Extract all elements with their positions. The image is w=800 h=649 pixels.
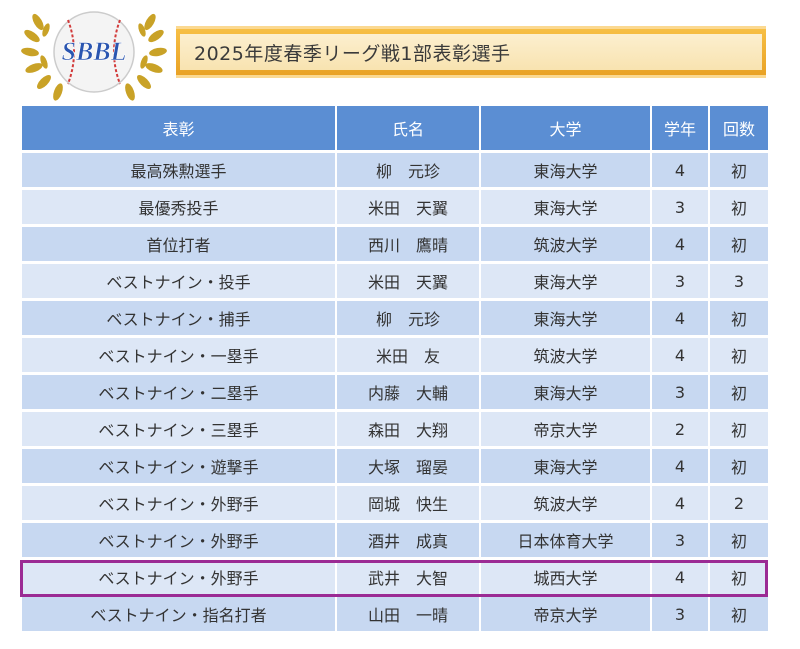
name-cell: 柳 元珍 bbox=[336, 298, 481, 337]
name-cell: 内藤 大輔 bbox=[336, 372, 481, 411]
award-cell: 首位打者 bbox=[22, 224, 337, 263]
award-cell: ベストナイン・投手 bbox=[22, 261, 337, 300]
table-row: ベストナイン・外野手 岡城 快生 筑波大学 4 2 bbox=[22, 483, 768, 522]
award-cell: 最優秀投手 bbox=[22, 187, 337, 226]
name-cell: 大塚 瑠晏 bbox=[336, 446, 481, 485]
count-cell: 初 bbox=[709, 335, 768, 374]
grade-cell: 3 bbox=[651, 520, 710, 559]
university-cell: 東海大学 bbox=[480, 446, 652, 485]
grade-cell: 4 bbox=[651, 335, 710, 374]
award-cell: ベストナイン・三塁手 bbox=[22, 409, 337, 448]
count-cell: 初 bbox=[709, 409, 768, 448]
table-row: ベストナイン・二塁手 内藤 大輔 東海大学 3 初 bbox=[22, 372, 768, 411]
grade-cell: 4 bbox=[651, 150, 710, 189]
table-row: ベストナイン・捕手柳 元珍 東海大学 4 初 bbox=[22, 298, 768, 337]
university-cell: 東海大学 bbox=[480, 261, 652, 300]
university-cell: 日本体育大学 bbox=[480, 520, 652, 559]
count-cell: 2 bbox=[709, 483, 768, 522]
grade-cell: 4 bbox=[651, 224, 710, 263]
grade-cell: 4 bbox=[651, 483, 710, 522]
name-cell: 山田 一晴 bbox=[336, 594, 481, 631]
award-cell: ベストナイン・外野手 bbox=[22, 557, 337, 596]
award-cell: ベストナイン・捕手 bbox=[22, 298, 337, 337]
name-cell: 米田 友 bbox=[336, 335, 481, 374]
university-cell: 東海大学 bbox=[480, 372, 652, 411]
university-cell: 筑波大学 bbox=[480, 224, 652, 263]
table-row: 首位打者 西川 鷹晴 筑波大学 4 初 bbox=[22, 224, 768, 263]
grade-cell: 2 bbox=[651, 409, 710, 448]
university-cell: 筑波大学 bbox=[480, 335, 652, 374]
header-grade: 学年 bbox=[651, 106, 710, 152]
award-cell: ベストナイン・遊撃手 bbox=[22, 446, 337, 485]
name-cell: 武井 大智 bbox=[336, 557, 481, 596]
grade-cell: 4 bbox=[651, 446, 710, 485]
count-cell: 初 bbox=[709, 298, 768, 337]
university-cell: 筑波大学 bbox=[480, 483, 652, 522]
award-cell: 最高殊勲選手 bbox=[22, 150, 337, 189]
table-row: ベストナイン・三塁手 森田 大翔 帝京大学 2 初 bbox=[22, 409, 768, 448]
name-cell: 柳 元珍 bbox=[336, 150, 481, 189]
count-cell: 初 bbox=[709, 446, 768, 485]
university-cell: 東海大学 bbox=[480, 150, 652, 189]
header-name: 氏名 bbox=[336, 106, 481, 152]
university-cell: 城西大学 bbox=[480, 557, 652, 596]
name-cell: 岡城 快生 bbox=[336, 483, 481, 522]
header-university: 大学 bbox=[480, 106, 652, 152]
header-count: 回数 bbox=[709, 106, 768, 152]
table-row: ベストナイン・一塁手 米田 友筑波大学 4 初 bbox=[22, 335, 768, 374]
table-row: ベストナイン・投手 米田 天翼 東海大学 3 3 bbox=[22, 261, 768, 300]
university-cell: 東海大学 bbox=[480, 298, 652, 337]
grade-cell: 3 bbox=[651, 187, 710, 226]
grade-cell: 3 bbox=[651, 372, 710, 411]
grade-cell: 4 bbox=[651, 298, 710, 337]
award-cell: ベストナイン・指名打者 bbox=[22, 594, 337, 631]
count-cell: 初 bbox=[709, 520, 768, 559]
university-cell: 東海大学 bbox=[480, 187, 652, 226]
award-cell: ベストナイン・外野手 bbox=[22, 520, 337, 559]
count-cell: 初 bbox=[709, 594, 768, 631]
count-cell: 初 bbox=[709, 224, 768, 263]
name-cell: 西川 鷹晴 bbox=[336, 224, 481, 263]
header-award: 表彰 bbox=[22, 106, 337, 152]
grade-cell: 3 bbox=[651, 594, 710, 631]
award-cell: ベストナイン・外野手 bbox=[22, 483, 337, 522]
logo-text: SBBL bbox=[61, 37, 126, 66]
table-row: 最優秀投手 米田 天翼 東海大学 3 初 bbox=[22, 187, 768, 226]
table-row: ベストナイン・指名打者 山田 一晴 帝京大学 3 初 bbox=[22, 594, 768, 631]
grade-cell: 4 bbox=[651, 557, 710, 596]
award-cell: ベストナイン・一塁手 bbox=[22, 335, 337, 374]
page-title: 2025年度春季リーグ戦1部表彰選手 bbox=[194, 42, 511, 65]
count-cell: 初 bbox=[709, 557, 768, 596]
count-cell: 3 bbox=[709, 261, 768, 300]
count-cell: 初 bbox=[709, 372, 768, 411]
name-cell: 米田 天翼 bbox=[336, 187, 481, 226]
table-row: ベストナイン・遊撃手 大塚 瑠晏 東海大学 4 初 bbox=[22, 446, 768, 485]
table-row: ベストナイン・外野手 酒井 成真 日本体育大学 3 初 bbox=[22, 520, 768, 559]
name-cell: 森田 大翔 bbox=[336, 409, 481, 448]
table-row: ベストナイン・外野手 武井 大智 城西大学 4 初 bbox=[22, 557, 768, 596]
table-header-row: 表彰 氏名 大学 学年 回数 bbox=[22, 106, 768, 152]
name-cell: 酒井 成真 bbox=[336, 520, 481, 559]
university-cell: 帝京大学 bbox=[480, 594, 652, 631]
table-row: 最高殊勲選手柳 元珍 東海大学 4 初 bbox=[22, 150, 768, 189]
award-cell: ベストナイン・二塁手 bbox=[22, 372, 337, 411]
count-cell: 初 bbox=[709, 150, 768, 189]
grade-cell: 3 bbox=[651, 261, 710, 300]
count-cell: 初 bbox=[709, 187, 768, 226]
awards-table: 表彰 氏名 大学 学年 回数 最高殊勲選手柳 元珍 東海大学 4 初最優秀投手 米田 天… bbox=[22, 106, 768, 631]
name-cell: 米田 天翼 bbox=[336, 261, 481, 300]
title-banner: 2025年度春季リーグ戦1部表彰選手 bbox=[176, 26, 766, 78]
sbbl-logo: SBBL bbox=[18, 2, 170, 102]
university-cell: 帝京大学 bbox=[480, 409, 652, 448]
